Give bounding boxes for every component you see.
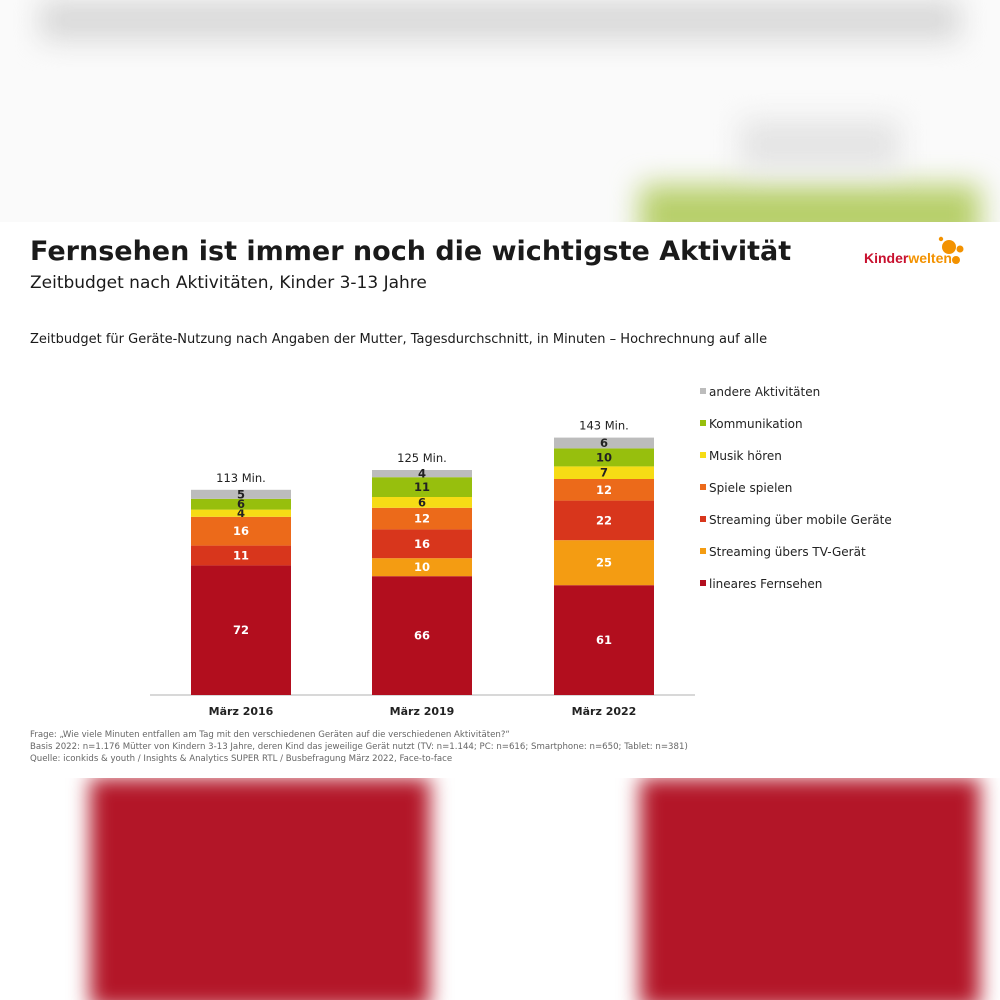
blurred-shape-red-left [90, 778, 430, 1000]
legend-swatch-spiele-spielen [700, 484, 706, 490]
page-subtitle: Zeitbudget nach Aktivitäten, Kinder 3-13… [30, 273, 427, 293]
data-label: 6 [600, 436, 608, 450]
data-label: 12 [414, 512, 430, 526]
legend-label-musik-hoeren: Musik hören [709, 449, 782, 463]
legend-swatch-andere-aktivitaeten [700, 388, 706, 394]
logo-text-kinder: Kinder [864, 250, 909, 266]
legend-swatch-streaming-uebers-tv-geraet [700, 548, 706, 554]
bar-segment-lineares-fernsehen [372, 576, 472, 695]
data-label: 11 [414, 480, 430, 494]
bar-segment-andere-aktivitaeten [372, 470, 472, 478]
logo-text: Kinderwelten [864, 250, 952, 266]
total-label: 143 Min. [579, 419, 629, 433]
legend-swatch-lineares-fernsehen [700, 580, 706, 586]
bar-segment-streaming-ueber-mobile-geraete [191, 545, 291, 566]
bar-segment-musik-hoeren [372, 497, 472, 508]
legend-label-streaming-uebers-tv-geraet: Streaming übers TV-Gerät [709, 545, 866, 559]
page-title: Fernsehen ist immer noch die wichtigste … [30, 236, 792, 267]
bar-segment-streaming-ueber-mobile-geraete [554, 500, 654, 541]
legend-label-andere-aktivitaeten: andere Aktivitäten [709, 385, 820, 399]
blurred-shape-grey [740, 120, 900, 170]
data-label: 7 [600, 466, 608, 480]
bar-segment-lineares-fernsehen [554, 585, 654, 695]
footnote-source: Quelle: iconkids & youth / Insights & An… [30, 754, 453, 764]
data-label: 25 [596, 556, 612, 570]
bar-segment-streaming-uebers-tv-geraet [372, 558, 472, 577]
data-label: 61 [596, 633, 612, 647]
blurred-shape-red-right [640, 778, 980, 1000]
logo-dots-icon [938, 236, 964, 264]
data-label: 22 [596, 513, 612, 527]
blurred-background-top [0, 0, 1000, 222]
legend-swatch-kommunikation [700, 420, 706, 426]
bar-segment-kommunikation [191, 498, 291, 510]
bar-segment-streaming-uebers-tv-geraet [554, 540, 654, 586]
blurred-background-bottom [0, 778, 1000, 1000]
bar-segment-spiele-spielen [191, 516, 291, 546]
slide: Fernsehen ist immer noch die wichtigste … [0, 222, 1000, 778]
bar-segment-andere-aktivitaeten [191, 489, 291, 499]
bar-segment-lineares-fernsehen [191, 565, 291, 695]
legend-label-kommunikation: Kommunikation [709, 417, 803, 431]
total-label: 125 Min. [397, 451, 447, 465]
data-label: 16 [233, 524, 249, 538]
legend-label-lineares-fernsehen: lineares Fernsehen [709, 577, 822, 591]
bar-segment-kommunikation [372, 477, 472, 497]
bar-segment-streaming-ueber-mobile-geraete [372, 529, 472, 559]
bar-segment-musik-hoeren [554, 466, 654, 479]
blurred-shape-green [640, 185, 980, 222]
data-label: 4 [418, 467, 426, 481]
bar-segment-spiele-spielen [554, 479, 654, 501]
bar-segment-andere-aktivitaeten [554, 437, 654, 449]
x-tick-label: März 2022 [572, 705, 637, 718]
bar-segment-musik-hoeren [191, 509, 291, 517]
legend-label-spiele-spielen: Spiele spielen [709, 481, 792, 495]
footnotes: Frage: „Wie viele Minuten entfallen am T… [30, 729, 688, 765]
legend-swatch-streaming-ueber-mobile-geraete [700, 516, 706, 522]
data-label: 4 [237, 506, 245, 520]
bar-segment-kommunikation [554, 448, 654, 467]
logo-text-welten: welten [908, 250, 952, 266]
chart-title: Zeitbudget für Geräte-Nutzung nach Angab… [30, 332, 768, 347]
footnote-question: Frage: „Wie viele Minuten entfallen am T… [30, 730, 510, 740]
data-label: 16 [414, 537, 430, 551]
data-label: 11 [233, 549, 249, 563]
data-label: 10 [414, 560, 430, 574]
data-label: 5 [237, 487, 245, 501]
footnote-basis: Basis 2022: n=1.176 Mütter von Kindern 3… [30, 742, 688, 752]
data-label: 66 [414, 629, 430, 643]
x-tick-label: März 2016 [209, 705, 274, 718]
data-label: 72 [233, 623, 249, 637]
data-label: 6 [418, 495, 426, 509]
legend-label-streaming-ueber-mobile-geraete: Streaming über mobile Geräte [709, 513, 892, 527]
blurred-shape-header [40, 0, 960, 40]
legend-swatch-musik-hoeren [700, 452, 706, 458]
bar-segment-spiele-spielen [372, 507, 472, 530]
total-label: 113 Min. [216, 471, 266, 485]
data-label: 10 [596, 450, 612, 464]
x-tick-label: März 2019 [390, 705, 455, 718]
kinderwelten-logo: Kinderwelten [864, 236, 964, 290]
data-label: 6 [237, 497, 245, 511]
data-label: 12 [596, 483, 612, 497]
